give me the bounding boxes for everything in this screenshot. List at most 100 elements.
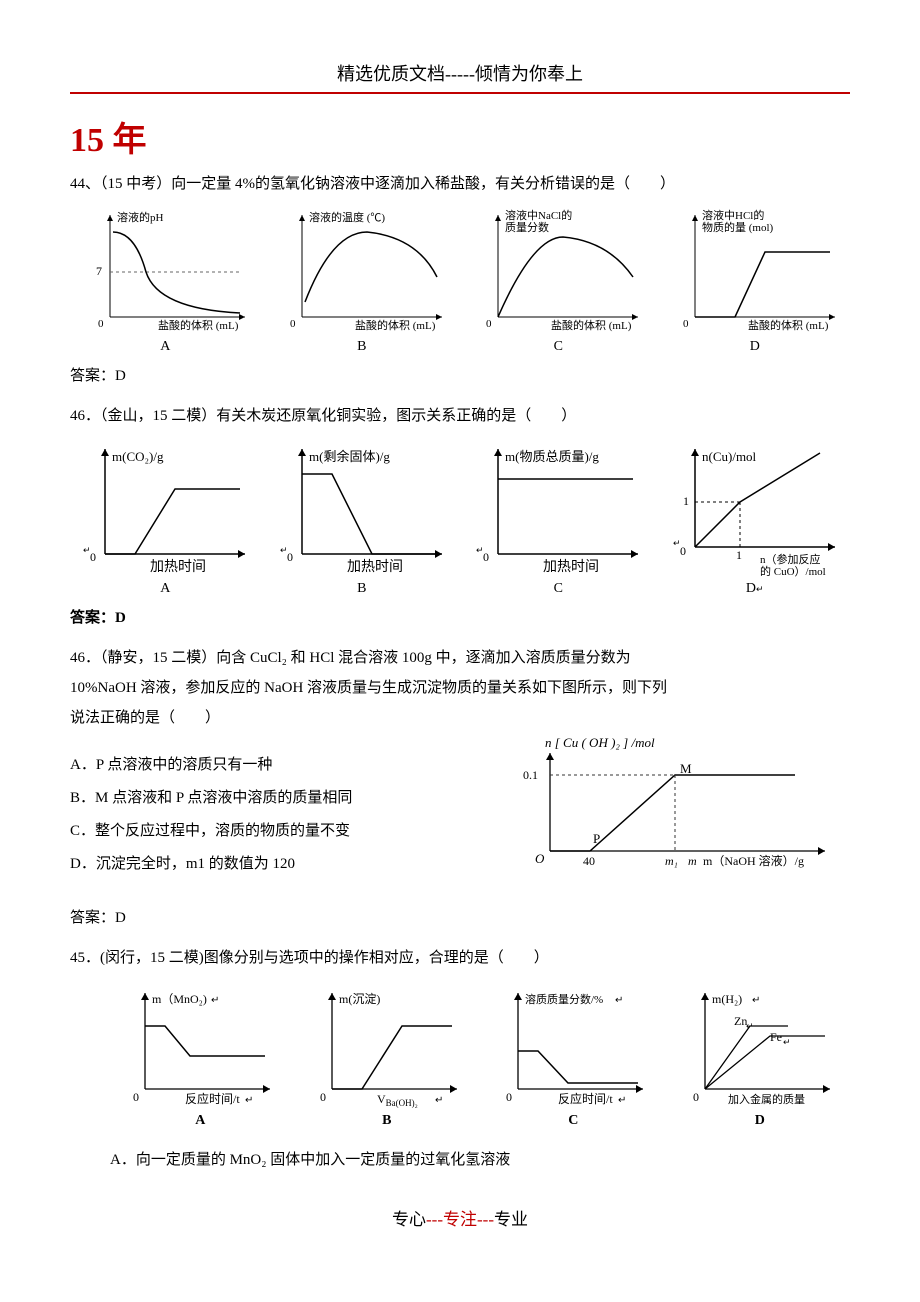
q45mD-origin: 0 bbox=[693, 1090, 699, 1104]
q45mB-origin: 0 bbox=[320, 1090, 326, 1104]
q44D-origin: 0 bbox=[683, 318, 689, 330]
q46jD-origin: 0 bbox=[680, 544, 686, 558]
q46ja-xm: m bbox=[688, 854, 697, 868]
q45mA-origin: 0 bbox=[133, 1090, 139, 1104]
q44B-origin: 0 bbox=[290, 318, 296, 330]
q46ja-graph: n [ Cu ( OH )₂ ] /mol 0.1 M P O 40 m₁ m … bbox=[505, 733, 850, 878]
q44-B-label: B bbox=[357, 339, 366, 355]
q46jC-origin: 0 bbox=[483, 550, 489, 564]
q44D-ylabel-2: 物质的量 (mol) bbox=[702, 220, 774, 234]
q45mD-ylabel: m(H₂) bbox=[712, 992, 742, 1006]
q45mD-fe-sym: ↵ bbox=[783, 1037, 791, 1047]
q46j-graph-C: m(物质总质量)/g 0 ↵ 加热时间 C bbox=[463, 439, 654, 597]
q46jD-ylabel: n(Cu)/mol bbox=[702, 449, 757, 464]
footer-m: 专注 bbox=[443, 1210, 477, 1229]
q46jB-origin: 0 bbox=[287, 550, 293, 564]
q44-A-label: A bbox=[160, 339, 170, 355]
q44C-xlabel: 盐酸的体积 (mL) bbox=[551, 318, 632, 332]
q46ja-xp: 40 bbox=[583, 854, 595, 868]
q45m-D-label: D bbox=[755, 1113, 765, 1129]
header-text: 精选优质文档-----倾情为你奉上 bbox=[337, 64, 583, 84]
q46jC-xlabel: 加热时间 bbox=[543, 559, 599, 575]
q46jD-ytick: 1 bbox=[683, 494, 689, 508]
q45m-A-label: A bbox=[195, 1113, 205, 1129]
q44C-ylabel-2: 质量分数 bbox=[505, 221, 549, 234]
q45m-graph-C: 溶质质量分数/% ↵ 0 反应时间/t ↵ C bbox=[483, 981, 664, 1129]
q46j-C-label: C bbox=[554, 581, 563, 597]
q45mD-fe: Fe bbox=[770, 1030, 782, 1044]
q44-graph-D: 溶液中HCl的 物质的量 (mol) 0 盐酸的体积 (mL) D bbox=[660, 207, 851, 355]
q45m-stem: 45．(闵行，15 二模)图像分别与选项中的操作相对应，合理的是（ ） bbox=[70, 943, 850, 973]
q45mB-ylabel: m(沉淀) bbox=[339, 992, 380, 1006]
page-footer: 专心---专注---专业 bbox=[70, 1205, 850, 1230]
q44C-ylabel-1: 溶液中NaCl的 bbox=[505, 208, 572, 222]
q45mD-zn-sym: ↵ bbox=[746, 1021, 754, 1031]
q44A-ytick: 7 bbox=[96, 264, 102, 278]
q46ja-stem-l3: 说法正确的是（ ） bbox=[70, 703, 850, 733]
q46jA-sym: ↵ bbox=[83, 545, 91, 555]
q45mA-ylabel: m（MnO₂) bbox=[152, 992, 207, 1006]
q44A-ylabel: 溶液的pH bbox=[117, 210, 163, 224]
q45m-C-label: C bbox=[568, 1113, 578, 1129]
q44-answer: 答案：D bbox=[70, 361, 850, 391]
q45mB-xlabel: VBa(OH)₂ bbox=[377, 1092, 418, 1108]
q44-graph-B: 溶液的温度 (℃) 0 盐酸的体积 (mL) B bbox=[267, 207, 458, 355]
q45m-B-label: B bbox=[382, 1113, 391, 1129]
q46jD-xlabel-1: n（参加反应 bbox=[760, 552, 821, 566]
q45m-graph-B: m(沉淀) 0 VBa(OH)₂ ↵ B bbox=[297, 981, 478, 1129]
q44-stem: 44、（15 中考）向一定量 4%的氢氧化钠溶液中逐滴加入稀盐酸，有关分析错误的… bbox=[70, 169, 850, 199]
q46j-graph-B: m(剩余固体)/g 0 ↵ 加热时间 B bbox=[267, 439, 458, 597]
q45mC-xsym: ↵ bbox=[618, 1095, 626, 1106]
q46ja-xlabel: m（NaOH 溶液）/g bbox=[703, 853, 804, 868]
q46j-graph-A: m(CO₂)/g 0 ↵ 加热时间 A bbox=[70, 439, 261, 597]
q46ja-xm1: m₁ bbox=[665, 854, 678, 868]
q44C-origin: 0 bbox=[486, 318, 492, 330]
page-header: 精选优质文档-----倾情为你奉上 bbox=[70, 60, 850, 94]
q44A-origin: 0 bbox=[98, 318, 104, 330]
q44-graph-C: 溶液中NaCl的 质量分数 0 盐酸的体积 (mL) C bbox=[463, 207, 654, 355]
q46ja-opt-B: B．M 点溶液和 P 点溶液中溶质的质量相同 bbox=[70, 782, 485, 815]
q44-C-label: C bbox=[554, 339, 563, 355]
footer-sep1: --- bbox=[426, 1210, 443, 1229]
q45mB-xsym: ↵ bbox=[435, 1095, 443, 1106]
q45mC-ylabel: 溶质质量分数/% bbox=[525, 992, 603, 1006]
q46jB-xlabel: 加热时间 bbox=[347, 559, 403, 575]
q46jA-ylabel: m(CO₂)/g bbox=[112, 449, 164, 464]
q44D-ylabel-1: 溶液中HCl的 bbox=[702, 208, 764, 222]
q46jD-xlabel-2: 的 CuO）/mol bbox=[760, 564, 826, 578]
q46jA-xlabel: 加热时间 bbox=[150, 559, 206, 575]
q46ja-opt-D: D．沉淀完全时，m1 的数值为 120 bbox=[70, 848, 485, 881]
q46ja-options: A．P 点溶液中的溶质只有一种 B．M 点溶液和 P 点溶液中溶质的质量相同 C… bbox=[70, 733, 485, 897]
q45m-graph-A: m（MnO₂) ↵ 0 反应时间/t ↵ A bbox=[110, 981, 291, 1129]
q46j-graph-D: n(Cu)/mol 1 1 0 ↵ n（参加反应 的 CuO）/mol D↵ bbox=[660, 439, 851, 597]
q46jD-xtick: 1 bbox=[736, 548, 742, 562]
q46ja-ytick: 0.1 bbox=[523, 768, 538, 782]
q44-graphs: 溶液的pH 7 0 盐酸的体积 (mL) A 溶液的温度 (℃) 0 盐 bbox=[70, 207, 850, 355]
q45mC-sym: ↵ bbox=[615, 995, 623, 1006]
footer-sep2: --- bbox=[477, 1210, 494, 1229]
q46ja-body: A．P 点溶液中的溶质只有一种 B．M 点溶液和 P 点溶液中溶质的质量相同 C… bbox=[70, 733, 850, 897]
q45mD-sym: ↵ bbox=[752, 995, 760, 1006]
q44B-ylabel: 溶液的温度 (℃) bbox=[309, 210, 385, 224]
year-heading: 15 年 bbox=[70, 112, 850, 161]
q46j-graphs: m(CO₂)/g 0 ↵ 加热时间 A m(剩余固体)/g 0 ↵ 加热时间 B bbox=[70, 439, 850, 597]
q46j-stem: 46．（金山，15 二模）有关木炭还原氧化铜实验，图示关系正确的是（ ） bbox=[70, 401, 850, 431]
q46j-A-label: A bbox=[160, 581, 170, 597]
q46ja-stem-l1: 46．（静安，15 二模）向含 CuCl₂ 和 HCl 混合溶液 100g 中，… bbox=[70, 643, 850, 673]
q45mA-sym: ↵ bbox=[211, 995, 219, 1006]
q46ja-opt-A: A．P 点溶液中的溶质只有一种 bbox=[70, 749, 485, 782]
q46jC-ylabel: m(物质总质量)/g bbox=[505, 449, 599, 464]
q44D-xlabel: 盐酸的体积 (mL) bbox=[748, 318, 829, 332]
q46ja-P: P bbox=[593, 831, 600, 846]
q45mC-origin: 0 bbox=[506, 1090, 512, 1104]
q46ja-stem-l2: 10%NaOH 溶液，参加反应的 NaOH 溶液质量与生成沉淀物质的量关系如下图… bbox=[70, 673, 850, 703]
q46jB-ylabel: m(剩余固体)/g bbox=[309, 449, 390, 464]
q45m-graph-D: m(H₂) ↵ Zn ↵ Fe ↵ 0 加入金属的质量 D bbox=[670, 981, 851, 1129]
footer-r: 专业 bbox=[494, 1210, 528, 1229]
q45mA-xlabel: 反应时间/t bbox=[185, 1091, 240, 1106]
q45mC-xlabel: 反应时间/t bbox=[558, 1091, 613, 1106]
q46jA-origin: 0 bbox=[90, 550, 96, 564]
q46ja-opt-C: C．整个反应过程中，溶质的物质的量不变 bbox=[70, 815, 485, 848]
q45m-optA: A．向一定质量的 MnO₂ 固体中加入一定质量的过氧化氢溶液 bbox=[70, 1145, 850, 1175]
q46ja-M: M bbox=[680, 761, 692, 776]
